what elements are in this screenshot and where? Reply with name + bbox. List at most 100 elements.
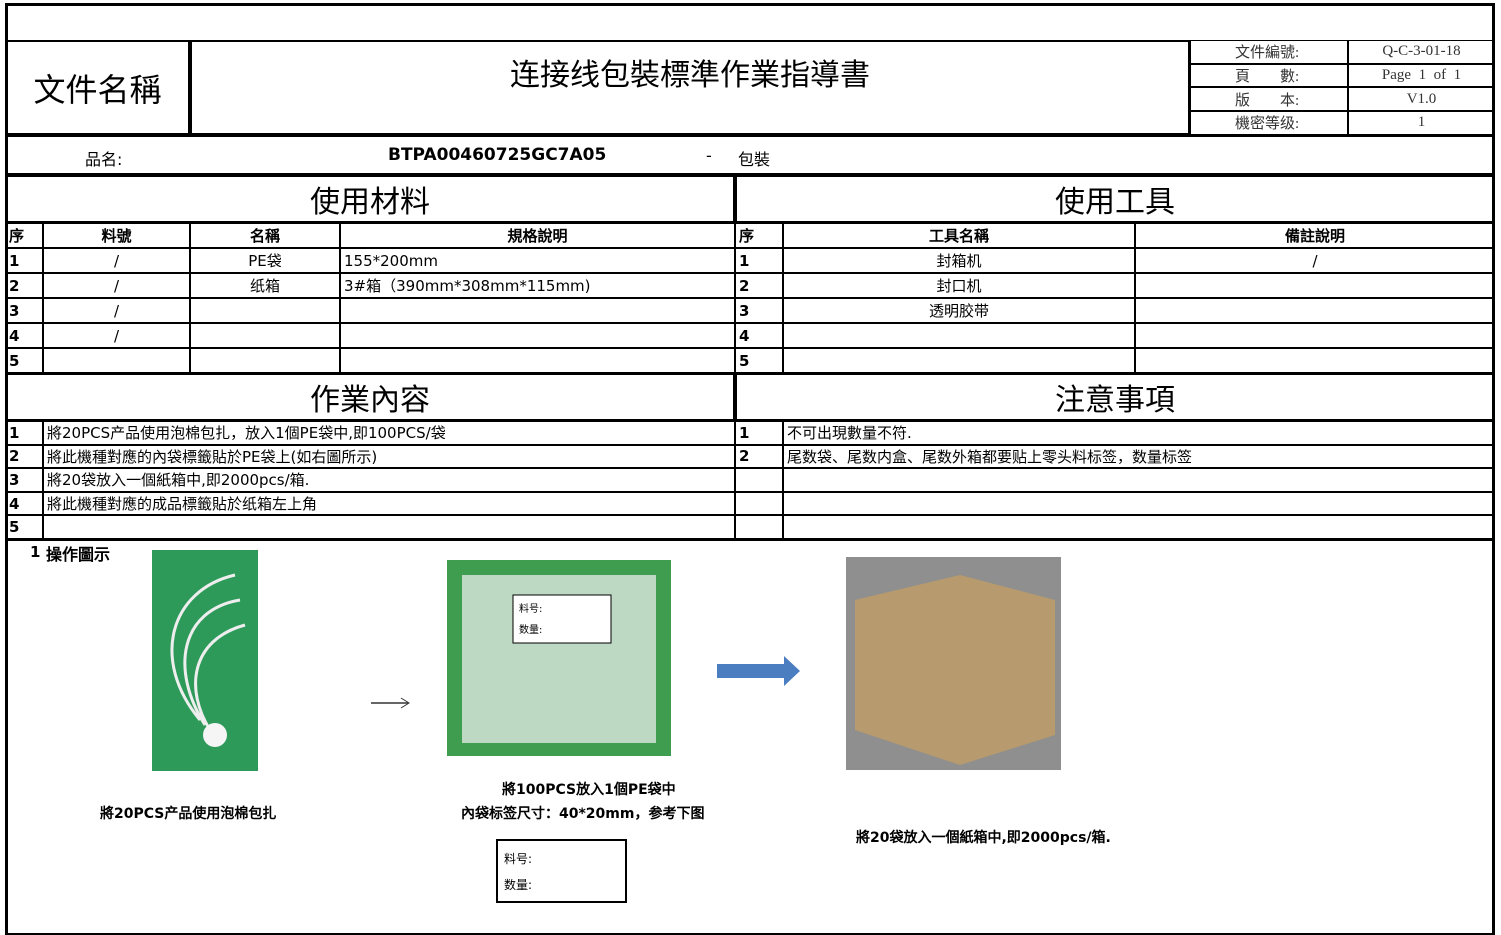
meta-value: 1 [1348,111,1495,135]
cell: 1 [5,421,43,445]
meta-label: 版 本: [1190,87,1348,112]
product-dash: - [706,146,712,165]
cell: PE袋 [190,248,340,273]
cell: 4 [5,323,43,348]
section-title: 使用工具 [735,175,1495,223]
cell: 1 [735,421,783,445]
cell: 5 [735,348,783,373]
product-code: BTPA00460725GC7A05 [388,145,607,165]
cell: 將此機種對應的成品標籤貼於纸箱左上角 [43,491,735,516]
cell: / [43,273,190,298]
doc-label: 文件名稱 [5,40,190,135]
cell: 尾数袋、尾数内盒、尾数外箱都要贴上零头料标签，数量标签 [783,444,1495,469]
cell: 2 [735,273,783,298]
cell [735,491,783,516]
column-header: 料號 [43,223,190,248]
cell: 封口机 [783,273,1135,298]
cell [43,348,190,373]
cell: 將20袋放入一個紙箱中,即2000pcs/箱. [43,468,735,492]
cell: / [43,323,190,348]
cell: 不可出現數量不符. [783,421,1495,445]
cell: 2 [5,444,43,469]
section-title: 作業內容 [5,373,735,421]
cell [43,515,735,539]
cell [1135,348,1495,373]
cell: 5 [5,515,43,539]
cell: 透明胶带 [783,298,1135,323]
carton [855,575,1055,765]
column-header: 工具名稱 [783,223,1135,248]
cell [1135,273,1495,298]
cell [783,323,1135,348]
cable-drawing [170,573,246,731]
cell [190,323,340,348]
cell: 3 [5,468,43,492]
cell [340,298,735,323]
cell: 155*200mm [340,248,735,273]
label-sample [496,839,627,903]
cell: 3 [5,298,43,323]
cell: 1 [5,248,43,273]
bag-label [512,594,612,644]
cell: 3 [735,298,783,323]
doc-title: 连接线包裝標準作業指導書 [190,40,1190,135]
cell [190,298,340,323]
cell: 4 [5,491,43,516]
illustration-title: 操作圖示 [46,545,111,564]
caption: 將20袋放入一個紙箱中,即2000pcs/箱. [856,830,1111,846]
cell: 2 [735,444,783,469]
cell [783,468,1495,492]
product-label: 品名: [85,150,123,169]
cell [190,348,340,373]
cell [340,323,735,348]
bag-label-text: 数量: [519,625,543,636]
arrow-head [400,697,410,709]
cell: 4 [735,323,783,348]
cell: / [1135,248,1495,273]
caption: 將100PCS放入1個PE袋中 [502,782,676,798]
caption: 內袋标签尺寸：40*20mm，参考下图 [461,806,705,822]
cell: 纸箱 [190,273,340,298]
cell [783,348,1135,373]
cell [783,491,1495,516]
column-header: 名稱 [190,223,340,248]
cell: 封箱机 [783,248,1135,273]
product-row [5,135,1495,175]
meta-value: V1.0 [1348,87,1495,112]
blue-arrow [717,656,800,686]
meta-label: 機密等级: [1190,111,1348,135]
cell: / [43,298,190,323]
column-header: 序 [5,223,43,248]
cell: 將20PCS产品使用泡棉包扎，放入1個PE袋中,即100PCS/袋 [43,421,735,445]
cell: 5 [5,348,43,373]
cell [735,515,783,539]
illustration-number: 1 [30,543,41,561]
cell: 2 [5,273,43,298]
section-title: 注意事項 [735,373,1495,421]
foam [203,723,227,747]
column-header: 規格說明 [340,223,735,248]
cell [783,515,1495,539]
cell [1135,298,1495,323]
cell [735,468,783,492]
cell: 3#箱（390mm*308mm*115mm) [340,273,735,298]
meta-value: Q-C-3-01-18 [1348,40,1495,64]
column-header: 序 [735,223,783,248]
cell: / [43,248,190,273]
meta-value: Page 1 of 1 [1348,63,1495,88]
cell [1135,323,1495,348]
cell [340,348,735,373]
caption: 將20PCS产品使用泡棉包扎 [100,806,277,822]
label-sample-text: 料号: [504,852,533,866]
meta-label: 文件編號: [1190,40,1348,64]
cell: 將此機種對應的內袋標籤貼於PE袋上(如右圖所示) [43,444,735,469]
column-header: 備註說明 [1135,223,1495,248]
label-sample-text: 数量: [504,878,533,892]
bag-label-text: 料号: [519,604,543,615]
product-process: 包裝 [738,150,771,169]
cell: 1 [735,248,783,273]
meta-label: 頁 數: [1190,63,1348,88]
section-title: 使用材料 [5,175,735,223]
